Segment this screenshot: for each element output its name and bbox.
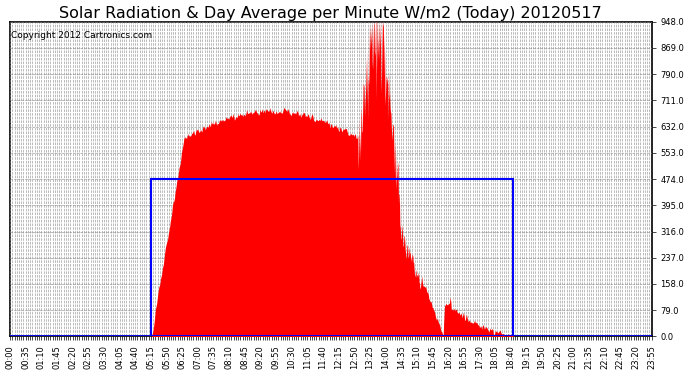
Bar xyxy=(151,179,513,336)
Text: Copyright 2012 Cartronics.com: Copyright 2012 Cartronics.com xyxy=(11,31,152,40)
Title: Solar Radiation & Day Average per Minute W/m2 (Today) 20120517: Solar Radiation & Day Average per Minute… xyxy=(59,6,602,21)
